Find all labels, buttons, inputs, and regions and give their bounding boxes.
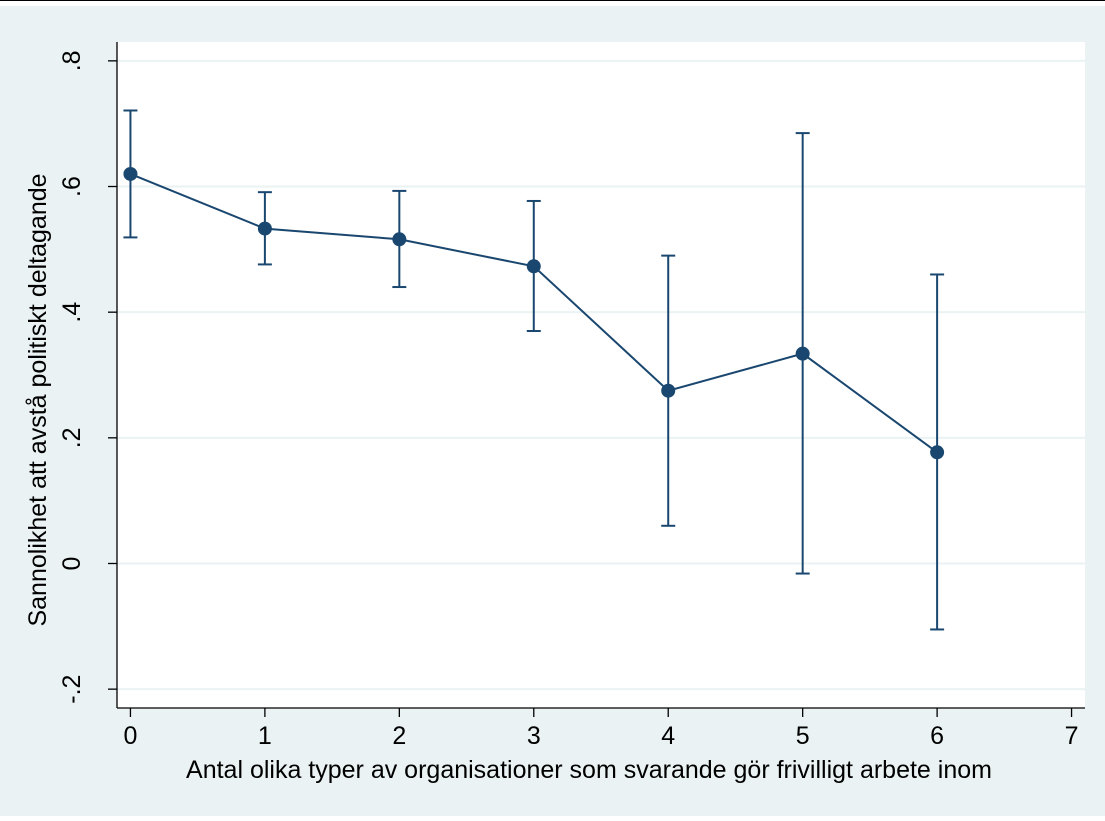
- x-tick-label: 1: [258, 722, 272, 750]
- y-tick-label: .6: [58, 176, 86, 197]
- top-border: [0, 0, 1105, 5]
- y-tick-label: .2: [58, 427, 86, 448]
- y-axis-label: Sannolikhet att avstå politiskt deltagan…: [24, 173, 52, 626]
- y-tick-label: .8: [58, 50, 86, 71]
- data-point: [526, 259, 541, 274]
- x-tick-label: 5: [796, 722, 810, 750]
- gridlines: [117, 59, 1085, 691]
- y-tick-label: 0: [58, 557, 86, 571]
- series-layer: [123, 109, 945, 631]
- x-tick-label: 3: [527, 722, 541, 750]
- x-axis-label: Antal olika typer av organisationer som …: [186, 756, 992, 784]
- x-tick-label: 0: [123, 722, 137, 750]
- data-point: [795, 346, 810, 361]
- x-tick-label: 6: [930, 722, 944, 750]
- x-tick-label: 2: [392, 722, 406, 750]
- plot-area: [117, 42, 1085, 708]
- chart-container: -.2 0 .2 .4 .6 .8 0 1 2 3 4 5 6 7 Antal olika typer a…: [0, 6, 1105, 816]
- data-point: [392, 232, 407, 247]
- data-point: [123, 166, 138, 181]
- line-chart: -.2 0 .2 .4 .6 .8 0 1 2 3 4 5 6 7 Antal olika typer a…: [0, 6, 1105, 816]
- data-point: [930, 445, 945, 460]
- x-tick-label: 7: [1065, 722, 1079, 750]
- x-tick-label: 4: [661, 722, 675, 750]
- data-point: [257, 221, 272, 236]
- y-tick-label: .4: [58, 302, 86, 323]
- data-point: [661, 383, 676, 398]
- y-tick-label: -.2: [58, 675, 86, 704]
- axes: -.2 0 .2 .4 .6 .8 0 1 2 3 4 5 6 7: [58, 42, 1085, 750]
